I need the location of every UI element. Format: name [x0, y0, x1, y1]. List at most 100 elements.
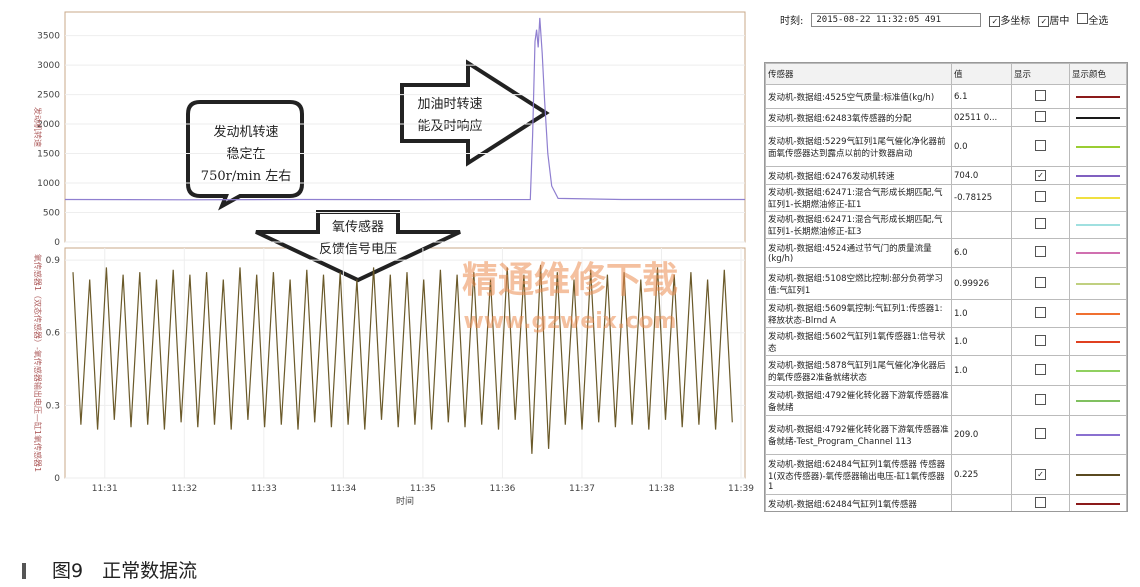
display-cell — [1011, 415, 1070, 455]
right-arrow — [400, 59, 550, 167]
color-swatch — [1076, 399, 1120, 402]
sensor-name: 发动机-数据组:4792催化转化器下游氧传感器准备就绪-Test_Program… — [765, 415, 952, 455]
sensor-table: 传感器值显示 显示颜色 发动机-数据组:4525空气质量:标准值(kg/h) 6.1 发… — [764, 62, 1128, 512]
table-row: 发动机-数据组:5609氧控制:气缸列1:传感器1:释放状态-Blrnd A 1.… — [765, 299, 1127, 328]
y-tick-label: 0 — [54, 474, 60, 484]
sensor-name: 发动机-数据组:62476发动机转速 — [765, 166, 952, 185]
checkbox[interactable] — [1035, 334, 1046, 346]
table-row: 发动机-数据组:62483氧传感器的分配 02511 0... — [765, 108, 1127, 127]
toolbar: 时刻: 2015-08-22 11:32:05 491 ✓ 多坐标 ✓ 居中 全选 — [780, 12, 1108, 27]
sensor-value: 02511 0... — [951, 108, 1012, 127]
checkbox[interactable] — [1035, 363, 1046, 375]
sensor-name: 发动机-数据组:5609氧控制:气缸列1:传感器1:释放状态-Blrnd A — [765, 299, 952, 328]
color-swatch — [1076, 174, 1120, 177]
color-cell — [1069, 238, 1127, 268]
checkbox[interactable] — [1035, 496, 1046, 508]
callout-text: 能及时响应 — [417, 118, 482, 134]
table-row: 发动机-数据组:4524通过节气门的质量流量(kg/h) 6.0 — [765, 238, 1127, 268]
option-label: 多坐标 — [1000, 16, 1031, 27]
checkbox[interactable] — [1077, 13, 1089, 24]
option-label: 居中 — [1049, 16, 1070, 27]
sensor-value: 0.0 — [951, 126, 1012, 167]
checkbox[interactable] — [1035, 218, 1046, 229]
sensor-name: 发动机-数据组:62483氧传感器的分配 — [765, 108, 952, 127]
sensor-value: 6.1 — [951, 84, 1012, 109]
checkbox[interactable] — [1035, 110, 1046, 122]
table-row: 发动机-数据组:62471:混合气形成长期匹配,气缸列1-长期燃油修正-缸3 — [765, 211, 1127, 239]
sensor-name: 发动机-数据组:62471:混合气形成长期匹配,气缸列1-长期燃油修正-缸3 — [765, 211, 952, 239]
time-field[interactable]: 2015-08-22 11:32:05 491 — [811, 12, 982, 27]
color-swatch — [1076, 473, 1120, 476]
color-swatch — [1076, 145, 1120, 148]
display-cell — [1011, 267, 1070, 300]
column-header: 显示颜色 — [1069, 63, 1127, 85]
color-swatch — [1076, 340, 1120, 343]
column-header: 显示 — [1011, 63, 1070, 85]
checkbox[interactable]: ✓ — [1035, 469, 1046, 480]
callout-text: 加油时转速 — [417, 97, 482, 112]
table-row: 发动机-数据组:62471:混合气形成长期匹配,气缸列1-长期燃油修正-缸1 -0… — [765, 184, 1127, 212]
color-swatch — [1076, 282, 1120, 285]
sensor-value: 1.0 — [951, 355, 1012, 386]
checkbox[interactable] — [1035, 428, 1046, 439]
checkbox[interactable] — [1035, 393, 1046, 405]
color-swatch — [1076, 95, 1120, 98]
checkbox[interactable] — [1035, 89, 1046, 101]
sensor-value — [951, 494, 1012, 511]
sensor-name: 发动机-数据组:4792催化转化器下游氧传感器准备就绪 — [765, 385, 952, 416]
color-swatch — [1076, 434, 1120, 436]
color-cell — [1069, 494, 1127, 511]
color-cell — [1069, 415, 1127, 455]
option[interactable]: ✓ 多坐标 — [989, 12, 1030, 27]
x-tick-label: 11:34 — [330, 484, 356, 494]
checkbox[interactable] — [1035, 139, 1046, 151]
display-cell — [1011, 184, 1070, 212]
sensor-value: 1.0 — [951, 327, 1012, 356]
sensor-name: 发动机-数据组:4524通过节气门的质量流量(kg/h) — [765, 238, 952, 268]
y-tick-label: 2500 — [37, 91, 60, 101]
sensor-value: 704.0 — [951, 166, 1012, 185]
color-cell — [1069, 184, 1127, 212]
sensor-value — [951, 211, 1012, 239]
option[interactable]: 全选 — [1077, 12, 1108, 27]
y-tick-label: 3500 — [37, 32, 60, 42]
callout-text: 750r/min 左右 — [201, 169, 291, 184]
color-cell — [1069, 355, 1127, 386]
color-swatch — [1076, 224, 1120, 226]
watermark: www.gzweix.com — [464, 309, 677, 334]
sensor-value: 1.0 — [951, 299, 1012, 328]
table-row: 发动机-数据组:5602气缸列1氧传感器1:信号状态 1.0 — [765, 327, 1127, 356]
y-axis-label: 发动机转速 — [33, 107, 43, 147]
y-axis-label: 氧传感器1（双态传感器）-氧传感器输出电压—缸1氧传感器1 — [33, 254, 43, 472]
option[interactable]: ✓ 居中 — [1038, 12, 1069, 27]
caption: 图9 正常数据流 — [22, 556, 197, 583]
checkbox[interactable] — [1035, 276, 1046, 288]
checkbox[interactable]: ✓ — [1035, 170, 1046, 181]
checkbox[interactable] — [1035, 246, 1046, 257]
color-cell — [1069, 327, 1127, 356]
table-row: 发动机-数据组:4525空气质量:标准值(kg/h) 6.1 — [765, 84, 1127, 109]
sensor-value: 0.99926 — [951, 267, 1012, 300]
sensor-name: 发动机-数据组:4525空气质量:标准值(kg/h) — [765, 84, 952, 109]
display-cell — [1011, 494, 1070, 511]
display-cell — [1011, 299, 1070, 328]
checkbox[interactable]: ✓ — [1038, 16, 1050, 27]
checkbox[interactable] — [1035, 191, 1046, 202]
callout-text: 发动机转速 — [213, 124, 278, 140]
display-cell — [1011, 126, 1070, 167]
y-tick-label: 1000 — [37, 179, 60, 189]
checkbox[interactable]: ✓ — [989, 16, 1001, 27]
x-axis-label: 时间 — [396, 495, 414, 507]
options: ✓ 多坐标 ✓ 居中 全选 — [989, 12, 1108, 27]
y-tick-label: 500 — [43, 209, 60, 219]
checkbox[interactable] — [1035, 306, 1046, 318]
time-label: 时刻: — [780, 16, 804, 27]
series-line — [64, 17, 745, 201]
display-cell — [1011, 84, 1070, 109]
x-tick-label: 11:37 — [569, 484, 595, 494]
x-tick-label: 11:39 — [728, 484, 754, 494]
column-header: 值 — [951, 63, 1012, 85]
table-row: 发动机-数据组:5878气缸列1尾气催化净化器后的氧传感器2准备就绪状态 1.0 — [765, 355, 1127, 386]
sensor-name: 发动机-数据组:62484气缸列1氧传感器 — [765, 494, 952, 511]
